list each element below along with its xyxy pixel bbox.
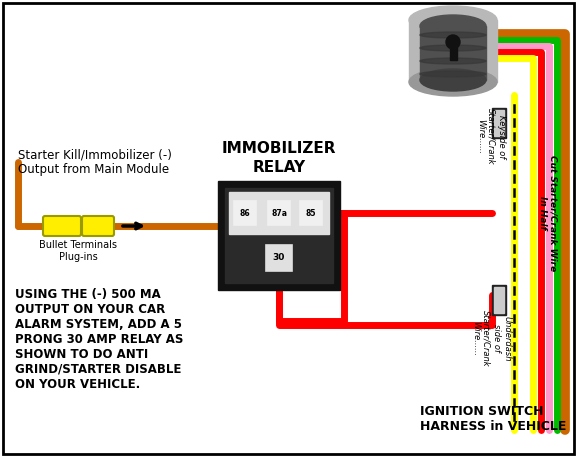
Text: 87a: 87a	[271, 208, 287, 218]
Ellipse shape	[420, 58, 486, 64]
Text: IMMOBILIZER
RELAY: IMMOBILIZER RELAY	[222, 141, 336, 175]
Bar	[409, 20, 497, 82]
Bar	[234, 201, 256, 225]
Text: IGNITION SWITCH
HARNESS in VEHICLE: IGNITION SWITCH HARNESS in VEHICLE	[420, 405, 567, 433]
Bar	[268, 201, 290, 225]
Text: USING THE (-) 500 MA
OUTPUT ON YOUR CAR
ALARM SYSTEM, ADD A 5
PRONG 30 AMP RELAY: USING THE (-) 500 MA OUTPUT ON YOUR CAR …	[15, 288, 183, 391]
Ellipse shape	[409, 6, 497, 34]
Ellipse shape	[420, 45, 486, 51]
Bar	[266, 245, 292, 271]
Text: 85: 85	[306, 208, 316, 218]
Text: Cut Starter/Crank Wire
In Half: Cut Starter/Crank Wire In Half	[538, 155, 558, 271]
Text: Keyside of
Starter/Crank
Wire......: Keyside of Starter/Crank Wire......	[476, 108, 506, 165]
Bar	[492, 108, 506, 138]
Bar	[229, 192, 329, 234]
Bar	[420, 26, 486, 80]
Bar	[494, 110, 504, 136]
Ellipse shape	[420, 15, 486, 37]
Text: Underdash
side of
Starter/Crank
Wire......: Underdash side of Starter/Crank Wire....…	[471, 310, 511, 367]
Ellipse shape	[420, 32, 486, 38]
Ellipse shape	[420, 69, 486, 91]
FancyBboxPatch shape	[82, 216, 114, 236]
Bar	[492, 285, 506, 315]
Circle shape	[446, 35, 460, 49]
Text: 86: 86	[239, 208, 250, 218]
Text: 30: 30	[273, 254, 285, 262]
Bar	[494, 287, 504, 313]
FancyBboxPatch shape	[43, 216, 81, 236]
Ellipse shape	[420, 71, 486, 77]
Text: Bullet Terminals
Plug-ins: Bullet Terminals Plug-ins	[39, 240, 117, 261]
Bar	[218, 181, 340, 290]
Bar	[225, 188, 333, 283]
Text: Starter Kill/Immobilizer (-)
Output from Main Module: Starter Kill/Immobilizer (-) Output from…	[18, 148, 172, 176]
Bar	[449, 42, 456, 60]
Bar	[300, 201, 322, 225]
Ellipse shape	[409, 68, 497, 96]
